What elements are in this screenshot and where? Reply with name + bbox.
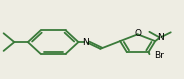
Text: O: O [134, 29, 141, 38]
Text: Br: Br [154, 51, 164, 60]
Text: N: N [157, 33, 163, 42]
Text: N: N [82, 38, 89, 47]
